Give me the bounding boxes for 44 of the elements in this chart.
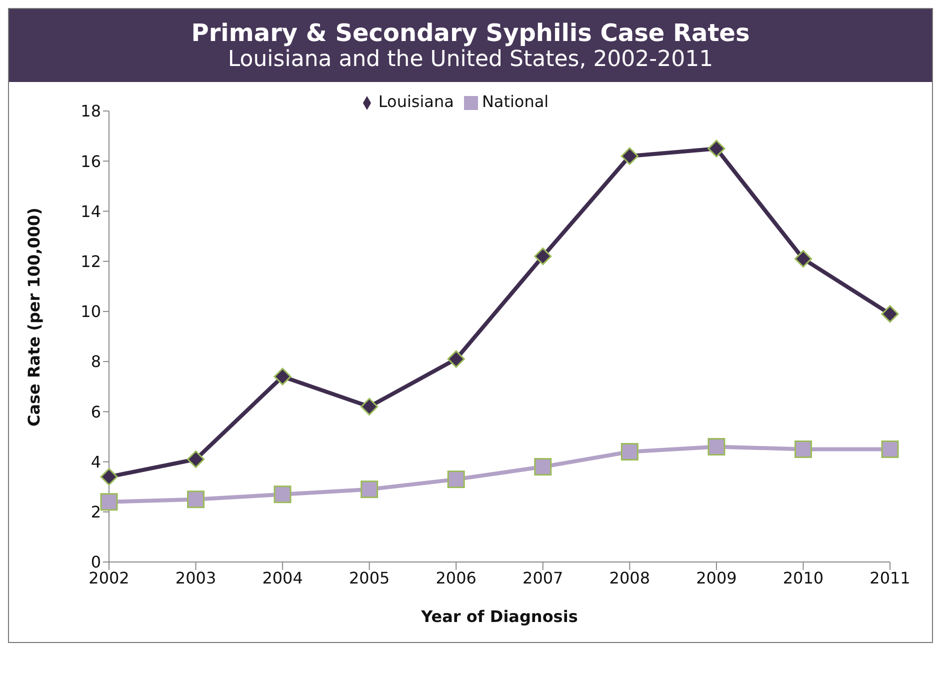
x-tick-label: 2006	[436, 568, 476, 588]
chart-title: Primary & Secondary Syphilis Case Rates	[190, 19, 751, 47]
point	[100, 493, 118, 511]
y-tick-label: 8	[90, 352, 101, 372]
point	[794, 250, 812, 268]
y-tick-label: 16	[80, 152, 101, 171]
x-tick-label: 2005	[348, 568, 390, 588]
y-tick-label: 6	[90, 402, 101, 422]
y-tick-label: 14	[80, 202, 101, 221]
chart-subtitle: Louisiana and the United States, 2002-2011	[226, 47, 714, 72]
point	[708, 438, 726, 456]
x-tick-label: 2010	[782, 568, 824, 588]
point	[274, 368, 292, 386]
y-tick-label: 10	[80, 302, 101, 322]
point	[100, 468, 118, 486]
y-tick-label: 2	[90, 502, 101, 522]
point	[881, 305, 899, 323]
point	[534, 248, 552, 266]
x-tick-label: 2007	[522, 568, 564, 588]
point	[274, 486, 292, 504]
x-axis-title: Year of Diagnosis	[420, 607, 578, 626]
x-tick-label: 2003	[175, 568, 216, 588]
x-tick-label: 2009	[696, 568, 737, 588]
x-tick-label: 2004	[262, 568, 303, 588]
point	[708, 140, 726, 158]
point	[187, 490, 205, 508]
point	[794, 440, 812, 458]
y-tick-label: 12	[80, 252, 101, 272]
point	[447, 470, 465, 488]
x-tick-label: 2011	[870, 568, 910, 588]
point	[187, 450, 205, 468]
point	[620, 443, 638, 461]
point	[447, 350, 465, 368]
point	[881, 440, 899, 458]
y-axis-title: Case Rate (per 100,000)	[24, 208, 44, 426]
point	[360, 480, 378, 498]
y-tick-label: 18	[80, 102, 101, 121]
y-tick-label: 4	[90, 452, 101, 472]
x-tick-label: 2008	[609, 568, 650, 588]
point	[534, 458, 552, 476]
point	[620, 147, 638, 165]
legend-label: National	[482, 92, 549, 111]
point	[360, 398, 378, 416]
legend-label: Louisiana	[378, 92, 454, 111]
